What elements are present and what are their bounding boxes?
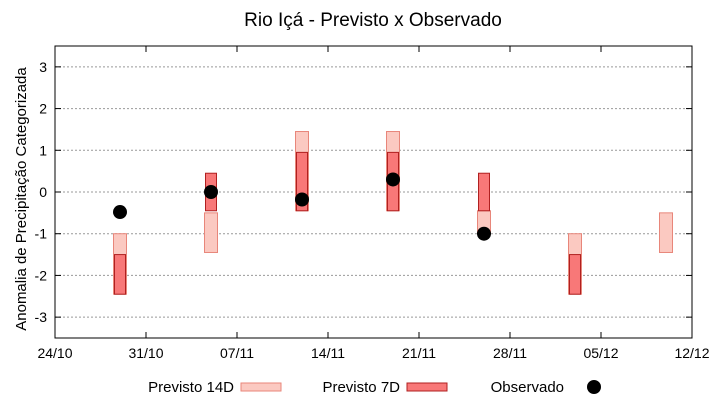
legend-marker-observado — [587, 380, 601, 394]
y-axis-label: Anomalia de Precipitação Categorizada — [13, 67, 30, 331]
y-tick-label: 0 — [39, 184, 47, 200]
grid-lines — [55, 66, 692, 318]
legend-swatch-previsto-7d — [406, 382, 448, 392]
legend-label-observado: Observado — [491, 379, 564, 396]
y-tick-label: -1 — [35, 226, 48, 242]
x-tick-label: 14/11 — [311, 345, 345, 361]
legend-swatch-previsto-14d — [240, 382, 282, 392]
y-tick-label: -3 — [35, 309, 48, 325]
legend-label-previsto-7d: Previsto 7D — [322, 379, 400, 396]
y-axis-ticks: -3 -2 -1 0 1 2 3 — [35, 59, 692, 325]
x-tick-label: 05/12 — [583, 345, 618, 361]
observado-point — [113, 205, 127, 220]
series-observado — [113, 172, 491, 241]
observado-point — [204, 185, 218, 199]
plot-frame — [54, 45, 693, 339]
legend-label-previsto-14d: Previsto 14D — [148, 379, 234, 396]
x-axis-ticks: 24/10 31/10 07/11 14/11 21/11 28/11 05/12 12/12 — [37, 46, 710, 361]
y-tick-label: -2 — [35, 267, 48, 283]
observado-point — [386, 172, 400, 187]
y-tick-label: 2 — [39, 101, 47, 117]
legend: Previsto 14D Previsto 7D Observado — [148, 379, 601, 396]
x-tick-label: 12/12 — [674, 345, 709, 361]
x-tick-label: 07/11 — [220, 345, 254, 361]
y-tick-label: 1 — [39, 142, 47, 158]
x-tick-label: 24/10 — [37, 345, 72, 361]
x-tick-label: 21/11 — [402, 345, 436, 361]
observado-point — [477, 226, 491, 241]
previsto-7d-bar — [569, 254, 581, 295]
previsto-14d-bar — [204, 212, 218, 253]
observado-point — [295, 192, 309, 207]
previsto-7d-bar — [478, 172, 490, 212]
previsto-14d-bar — [659, 212, 673, 253]
chart-title: Rio Içá - Previsto x Observado — [244, 10, 502, 31]
previsto-7d-bar — [296, 151, 308, 212]
previsto-7d-bar — [114, 254, 126, 295]
x-tick-label: 31/10 — [128, 345, 163, 361]
series-previsto-7d — [114, 151, 581, 295]
y-tick-label: 3 — [39, 59, 47, 75]
x-tick-label: 28/11 — [493, 345, 527, 361]
